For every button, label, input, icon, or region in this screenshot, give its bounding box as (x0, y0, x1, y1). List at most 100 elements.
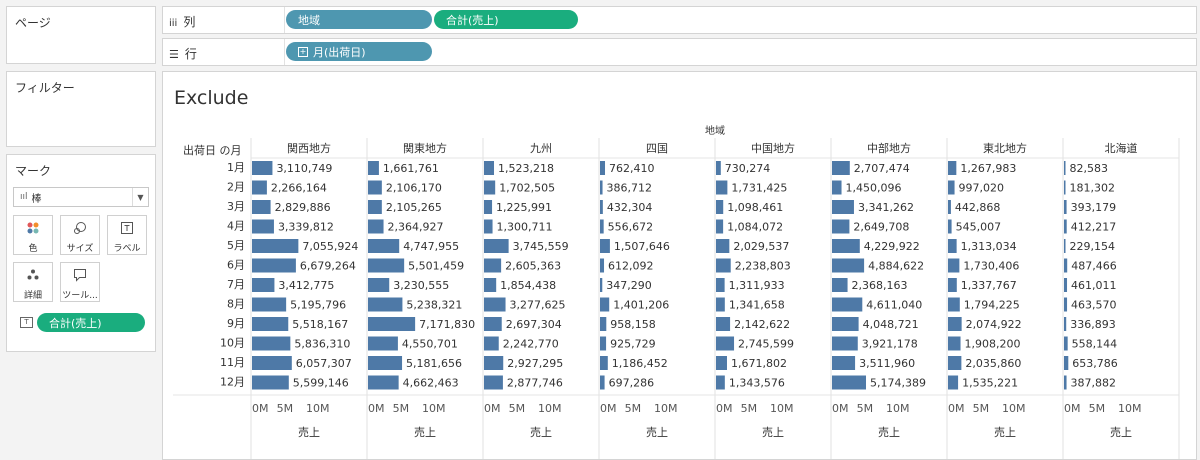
bar[interactable] (600, 180, 603, 195)
bar[interactable] (1064, 317, 1067, 331)
bar[interactable] (600, 356, 608, 370)
bar[interactable] (252, 219, 274, 234)
bar[interactable] (948, 356, 962, 370)
filters-card[interactable]: フィルター (6, 71, 156, 147)
color-button[interactable]: 色 (13, 215, 53, 255)
column-pill-region[interactable]: 地域 (286, 10, 432, 29)
bar[interactable] (484, 356, 504, 370)
bar[interactable] (252, 278, 275, 292)
bar[interactable] (948, 180, 955, 195)
bar[interactable] (948, 219, 952, 234)
bar[interactable] (832, 258, 865, 273)
bar[interactable] (252, 336, 291, 351)
bar[interactable] (948, 297, 960, 312)
bar[interactable] (716, 336, 735, 351)
bar[interactable] (368, 180, 382, 195)
bar[interactable] (832, 278, 848, 292)
bar[interactable] (600, 336, 607, 351)
bar[interactable] (252, 356, 292, 370)
bar[interactable] (832, 297, 863, 312)
bar[interactable] (600, 258, 605, 273)
bar[interactable] (484, 375, 503, 390)
bar[interactable] (600, 219, 604, 234)
bar[interactable] (484, 336, 499, 351)
bar[interactable] (600, 375, 605, 390)
bar[interactable] (368, 317, 416, 331)
bar[interactable] (368, 356, 403, 370)
mark-type-dropdown[interactable]: ııl 棒 ▼ (13, 187, 149, 207)
bar[interactable] (1064, 161, 1066, 175)
bar[interactable] (716, 239, 730, 253)
label-button[interactable]: ラベル (107, 215, 147, 255)
bar[interactable] (368, 375, 399, 390)
bar[interactable] (484, 180, 496, 195)
size-button[interactable]: サイズ (60, 215, 100, 255)
bar[interactable] (948, 161, 957, 175)
pages-card[interactable]: ページ (6, 6, 156, 64)
bar[interactable] (252, 161, 273, 175)
bar[interactable] (716, 356, 727, 370)
bar[interactable] (948, 375, 959, 390)
bar[interactable] (1064, 200, 1067, 214)
bar[interactable] (252, 375, 289, 390)
bar[interactable] (1064, 356, 1069, 370)
chevron-down-icon[interactable]: ▼ (132, 188, 148, 206)
bar[interactable] (1064, 375, 1067, 390)
bar[interactable] (600, 297, 610, 312)
bar[interactable] (832, 375, 867, 390)
bar[interactable] (1064, 278, 1068, 292)
bar[interactable] (484, 239, 509, 253)
bar[interactable] (948, 200, 951, 214)
bar[interactable] (1064, 336, 1068, 351)
bar[interactable] (832, 219, 850, 234)
bar[interactable] (600, 278, 603, 292)
bar[interactable] (368, 239, 400, 253)
bar[interactable] (948, 317, 962, 331)
bar[interactable] (832, 200, 854, 214)
bar[interactable] (1064, 297, 1068, 312)
bar[interactable] (368, 278, 390, 292)
bar[interactable] (716, 297, 725, 312)
bar[interactable] (252, 258, 296, 273)
bar[interactable] (948, 278, 957, 292)
bar[interactable] (1064, 180, 1066, 195)
bar[interactable] (1064, 258, 1068, 273)
bar[interactable] (484, 161, 495, 175)
bar[interactable] (600, 239, 610, 253)
bar[interactable] (484, 258, 502, 273)
column-pill-sales[interactable]: 合計(売上) (434, 10, 578, 29)
tooltip-button[interactable]: ツール... (60, 262, 100, 302)
bar[interactable] (1064, 219, 1067, 234)
bar[interactable] (948, 258, 960, 273)
bar[interactable] (1064, 239, 1066, 253)
detail-button[interactable]: 詳細 (13, 262, 53, 302)
bar[interactable] (368, 161, 379, 175)
bar[interactable] (716, 375, 725, 390)
bar[interactable] (252, 239, 299, 253)
bar[interactable] (832, 356, 856, 370)
bar[interactable] (716, 317, 731, 331)
bar[interactable] (832, 336, 858, 351)
bar[interactable] (832, 317, 859, 331)
bar[interactable] (832, 180, 842, 195)
bar[interactable] (832, 161, 850, 175)
bar[interactable] (252, 317, 289, 331)
bar[interactable] (368, 336, 398, 351)
bar[interactable] (600, 200, 603, 214)
bar[interactable] (716, 219, 724, 234)
bar[interactable] (716, 200, 724, 214)
bar[interactable] (484, 219, 493, 234)
bar[interactable] (716, 161, 721, 175)
label-pill[interactable]: 合計(売上) (37, 313, 145, 332)
bar[interactable] (252, 200, 271, 214)
bar[interactable] (716, 278, 725, 292)
bar[interactable] (716, 180, 728, 195)
bar[interactable] (252, 297, 287, 312)
bar[interactable] (948, 239, 957, 253)
bar[interactable] (368, 297, 403, 312)
bar[interactable] (600, 161, 606, 175)
bar[interactable] (252, 180, 267, 195)
bar[interactable] (484, 200, 493, 214)
bar[interactable] (368, 200, 382, 214)
bar[interactable] (832, 239, 860, 253)
